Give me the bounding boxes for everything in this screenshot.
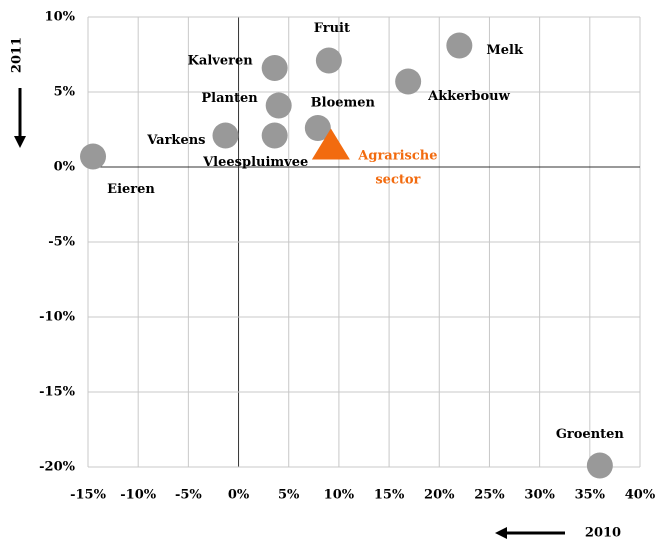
- y-tick-label: -10%: [39, 310, 75, 325]
- point: [304, 115, 331, 141]
- x-tick-label: 40%: [625, 488, 656, 503]
- point-label: Vleespluimvee: [202, 155, 308, 170]
- x-tick-label: 0%: [228, 488, 250, 503]
- x-tick-label: 15%: [374, 488, 405, 503]
- y-tick-label: -15%: [39, 385, 75, 400]
- point-label: Groenten: [556, 427, 625, 442]
- y-tick-label: 0%: [54, 160, 76, 175]
- x-arrow-head: [495, 527, 507, 539]
- x-tick-label: -15%: [70, 488, 106, 503]
- y-tick-label: 10%: [45, 10, 76, 25]
- y-tick-label: -5%: [48, 235, 75, 250]
- point: [261, 55, 288, 81]
- x-tick-label: 5%: [278, 488, 300, 503]
- point-label: Fruit: [314, 21, 350, 36]
- y-axis-title: 2011: [10, 37, 25, 73]
- point: [265, 92, 292, 119]
- point: [586, 452, 613, 479]
- point-label: Bloemen: [311, 96, 376, 111]
- x-tick-label: 30%: [524, 488, 555, 503]
- y-arrow-head: [14, 136, 26, 148]
- point: [446, 32, 473, 59]
- point-label: Planten: [201, 91, 258, 106]
- point-label: Varkens: [146, 133, 205, 148]
- x-tick-label: -10%: [120, 488, 156, 503]
- point-label: Melk: [486, 43, 524, 58]
- point: [395, 68, 422, 95]
- x-tick-label: -5%: [175, 488, 202, 503]
- x-tick-label: 20%: [424, 488, 455, 503]
- y-tick-label: 5%: [54, 85, 76, 100]
- x-tick-label: 35%: [575, 488, 606, 503]
- point: [212, 122, 239, 149]
- point: [80, 143, 107, 170]
- highlight-label: Agrarische sector: [357, 148, 437, 187]
- point-label: Eieren: [107, 182, 155, 197]
- x-tick-label: 10%: [324, 488, 355, 503]
- highlight-point: [311, 128, 350, 160]
- x-tick-label: 25%: [474, 488, 505, 503]
- point-label: Akkerbouw: [427, 89, 510, 104]
- x-axis-title: 2010: [585, 526, 621, 539]
- point-label: Kalveren: [188, 54, 254, 69]
- point: [315, 47, 342, 74]
- y-tick-label: -20%: [39, 460, 75, 475]
- point: [261, 122, 288, 149]
